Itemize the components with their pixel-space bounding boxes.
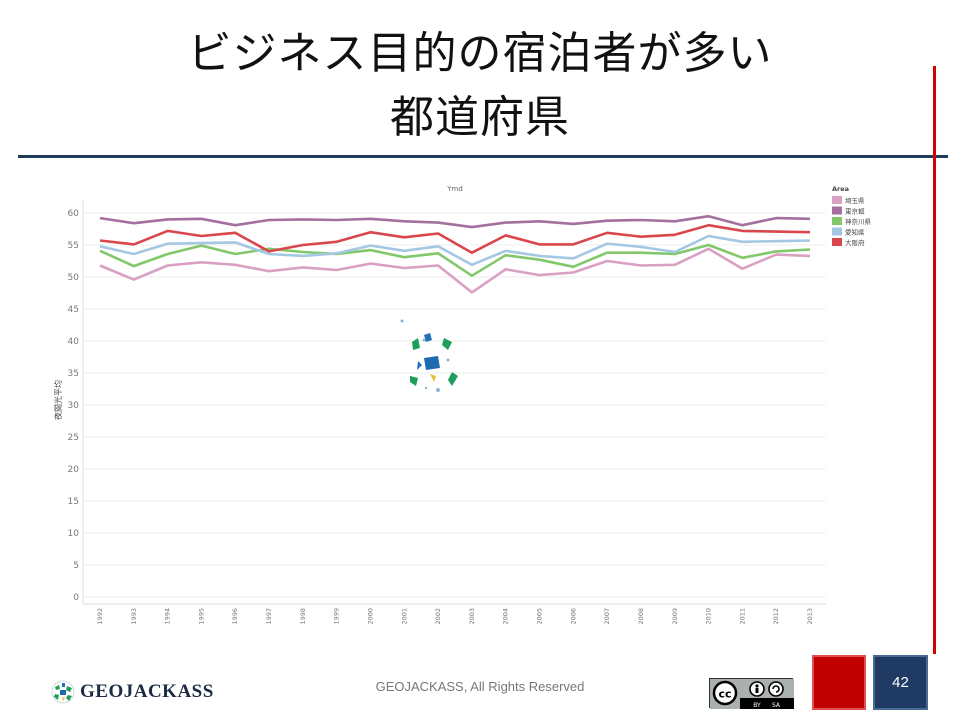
loading-spinner-icon: [400, 319, 458, 392]
x-tick-label: 1992: [96, 608, 104, 625]
x-tick-label: 2000: [366, 608, 374, 625]
y-tick-label: 5: [73, 561, 79, 571]
x-tick-label: 1995: [197, 608, 205, 625]
logo-text: GEOJACKASS: [80, 681, 214, 702]
chart-axes: 0 5 10 15 20 25 30 35 40 45 50 55 60 1992 1993 1994 1995…: [68, 200, 826, 625]
y-tick-label: 15: [68, 497, 79, 507]
svg-text:SA: SA: [772, 702, 781, 709]
legend-label: 東京都: [845, 207, 865, 216]
x-tick-label: 2005: [536, 608, 544, 625]
x-tick-label: 2008: [637, 608, 645, 625]
footer-copyright: GEOJACKASS, All Rights Reserved: [375, 679, 585, 694]
x-tick-label: 2006: [569, 608, 577, 625]
title-divider: [18, 155, 948, 158]
series-line: [99, 223, 811, 254]
chart-grid: [83, 212, 826, 598]
y-tick-label: 55: [68, 241, 79, 251]
red-accent-box: [812, 655, 866, 710]
y-tick-label: 35: [68, 369, 79, 379]
x-tick-label: 1997: [265, 608, 273, 625]
y-tick-label: 45: [68, 305, 79, 315]
page-number: 42: [892, 674, 909, 691]
x-tick-label: 2003: [468, 608, 476, 625]
y-tick-label: 10: [68, 529, 80, 539]
page-number-box: 42: [873, 655, 928, 710]
y-tick-label: 50: [68, 273, 80, 283]
legend-label: 大阪府: [845, 238, 865, 247]
y-tick-label: 20: [68, 465, 80, 475]
x-tick-label: 1998: [299, 608, 307, 625]
creative-commons-badge: cc BY SA: [709, 678, 794, 709]
series-line: [99, 214, 811, 229]
legend-swatch: [832, 227, 842, 236]
x-tick-label: 1996: [231, 608, 239, 625]
y-tick-label: 40: [68, 337, 80, 347]
x-tick-label: 2002: [434, 608, 442, 625]
legend-swatch: [832, 206, 842, 215]
accent-vertical-line: [933, 66, 936, 654]
legend-label: 埼玉県: [845, 196, 865, 205]
legend-title: Area: [832, 185, 849, 193]
x-tick-label: 2001: [400, 608, 408, 625]
slide-title-line-2: 都道府県: [390, 92, 570, 143]
legend-swatch: [832, 217, 842, 225]
svg-text:cc: cc: [718, 688, 731, 701]
legend-swatch: [832, 238, 842, 246]
globe-icon: [51, 680, 75, 704]
x-tick-label: 2009: [671, 608, 679, 625]
series-line: [99, 234, 811, 267]
x-tick-label: 2004: [502, 608, 510, 625]
series-line: [99, 243, 811, 278]
x-tick-label: 2011: [738, 608, 746, 625]
y-tick-label: 0: [73, 593, 79, 603]
x-tick-label: 1993: [130, 608, 138, 625]
legend-swatch: [832, 196, 842, 204]
y-tick-label: 25: [68, 433, 79, 443]
cc-icon: [712, 680, 738, 706]
legend-label: 神奈川県: [845, 217, 872, 226]
x-tick-label: 2007: [603, 608, 611, 625]
x-tick-label: 2012: [772, 608, 780, 625]
series-line: [99, 247, 811, 294]
x-tick-label: 2013: [806, 608, 814, 625]
sa-icon: [768, 681, 784, 697]
svg-text:BY: BY: [753, 702, 761, 709]
y-axis-label: 夜間光平均: [53, 380, 63, 420]
slide-title-line-1: ビジネス目的の宿泊者が多い: [187, 28, 773, 79]
chart-series: [99, 214, 811, 294]
y-tick-label: 30: [68, 401, 80, 411]
chart-title: Ymd: [446, 185, 463, 193]
geojackass-logo: GEOJACKASS: [50, 679, 214, 705]
y-tick-label: 60: [68, 209, 80, 219]
x-tick-label: 2010: [705, 608, 713, 625]
legend-label: 愛知県: [845, 228, 865, 237]
x-tick-label: 1999: [333, 608, 341, 625]
x-tick-label: 1994: [164, 608, 172, 625]
